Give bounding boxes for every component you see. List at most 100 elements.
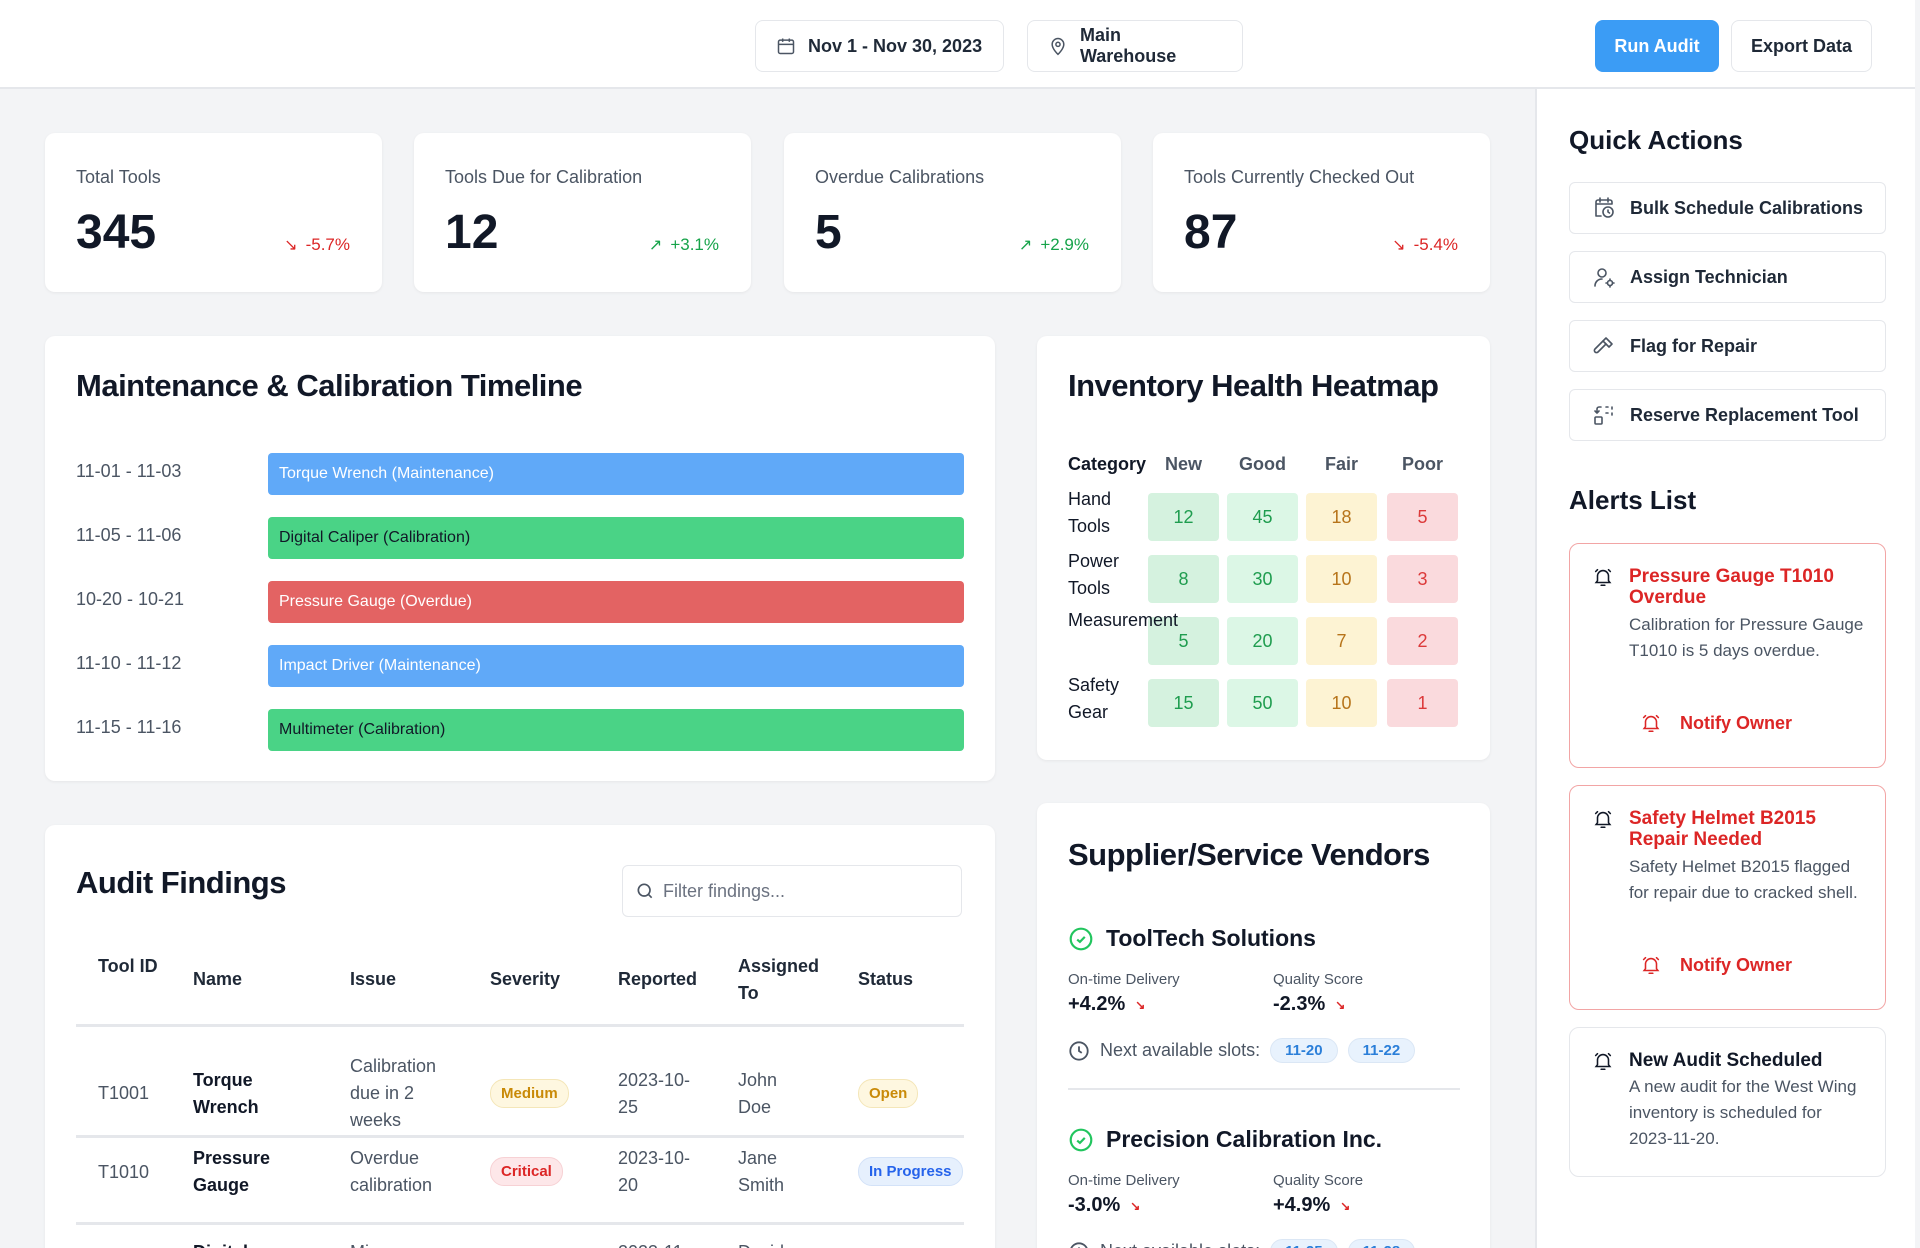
heatmap-column-header: Good — [1227, 454, 1298, 475]
heatmap-cell[interactable]: 5 — [1387, 493, 1458, 541]
cell-assigned: David — [738, 1239, 798, 1248]
next-available-slots: Next available slots: 11-20 11-22 — [1068, 1038, 1415, 1063]
heatmap-cell[interactable]: 3 — [1387, 555, 1458, 603]
heatmap-cell[interactable]: 7 — [1306, 617, 1377, 665]
cell-issue: Misa — [350, 1239, 460, 1248]
table-column-header[interactable]: Severity — [490, 966, 590, 993]
arrow-down-right-icon: ↘ — [1130, 1199, 1140, 1213]
table-column-header[interactable]: Status — [858, 966, 968, 993]
filter-findings-input[interactable]: Filter findings... — [622, 865, 962, 917]
quick-action-button[interactable]: Assign Technician — [1569, 251, 1886, 303]
ontime-delivery-label: On-time Delivery — [1068, 1172, 1180, 1189]
heatmap-category-header: Category — [1068, 454, 1146, 475]
slot-chip[interactable]: 11-20 — [1270, 1038, 1338, 1063]
heatmap-cell[interactable]: 10 — [1306, 555, 1377, 603]
timeline-dates: 11-05 - 11-06 — [76, 525, 181, 546]
alert-item: Pressure Gauge T1010 Overdue Calibration … — [1569, 543, 1886, 768]
table-column-header[interactable]: Issue — [350, 966, 460, 993]
heatmap-cell[interactable]: 45 — [1227, 493, 1298, 541]
slot-chip[interactable]: 11-22 — [1348, 1038, 1416, 1063]
kpi-card: Tools Due for Calibration 12 ↗ +3.1% — [414, 133, 751, 292]
slot-chip[interactable]: 11-28 — [1348, 1239, 1416, 1248]
quick-action-label: Reserve Replacement Tool — [1630, 405, 1859, 426]
cell-name: Torque Wrench — [193, 1067, 283, 1121]
heatmap-cell[interactable]: 8 — [1148, 555, 1219, 603]
heatmap-cell[interactable]: 1 — [1387, 679, 1458, 727]
run-audit-button[interactable]: Run Audit — [1595, 20, 1719, 72]
cell-reported: 2023-10-25 — [618, 1067, 703, 1121]
heatmap-row-label: Power Tools — [1068, 548, 1138, 602]
heatmap-cell[interactable]: 30 — [1227, 555, 1298, 603]
date-range-picker[interactable]: Nov 1 - Nov 30, 2023 — [755, 20, 1004, 72]
vendor-name[interactable]: ToolTech Solutions — [1068, 925, 1316, 952]
heatmap-row-label: Measurement — [1068, 607, 1208, 634]
quick-action-button[interactable]: Bulk Schedule Calibrations — [1569, 182, 1886, 234]
notify-owner-label: Notify Owner — [1680, 955, 1792, 976]
kpi-delta-value: -5.7% — [306, 235, 350, 255]
heatmap-column-header: Fair — [1306, 454, 1377, 475]
kpi-delta: ↗ +2.9% — [1019, 235, 1089, 255]
quick-action-label: Assign Technician — [1630, 267, 1788, 288]
timeline-bar[interactable]: Multimeter (Calibration) — [268, 709, 964, 751]
kpi-value: 5 — [815, 205, 842, 260]
cell-id: T1001 — [98, 1080, 168, 1107]
filter-placeholder: Filter findings... — [663, 881, 785, 902]
metric-text: -3.0% — [1068, 1194, 1120, 1217]
notify-owner-button[interactable]: Notify Owner — [1640, 712, 1792, 734]
alert-title: New Audit Scheduled — [1629, 1050, 1859, 1071]
timeline-bar[interactable]: Impact Driver (Maintenance) — [268, 645, 964, 687]
heatmap-cell[interactable]: 15 — [1148, 679, 1219, 727]
kpi-card: Overdue Calibrations 5 ↗ +2.9% — [784, 133, 1121, 292]
cell-assigned: Jane Smith — [738, 1145, 798, 1199]
cell-name: Pressure Gauge — [193, 1145, 283, 1199]
kpi-value: 12 — [445, 205, 498, 260]
ontime-delivery-label: On-time Delivery — [1068, 971, 1180, 988]
table-column-header[interactable]: Name — [193, 966, 313, 993]
date-range-label: Nov 1 - Nov 30, 2023 — [808, 36, 982, 57]
kpi-delta: ↘ -5.7% — [284, 235, 350, 255]
table-column-header[interactable]: Assigned To — [738, 953, 828, 1007]
location-selector[interactable]: Main Warehouse — [1027, 20, 1243, 72]
audit-findings-title: Audit Findings — [76, 865, 286, 901]
kpi-delta: ↘ -5.4% — [1392, 235, 1458, 255]
cell-name: Digital — [193, 1239, 283, 1248]
alert-body: A new audit for the West Wing inventory … — [1629, 1074, 1869, 1152]
table-column-header[interactable]: Reported — [618, 966, 718, 993]
notify-owner-button[interactable]: Notify Owner — [1640, 954, 1792, 976]
bell-ring-icon — [1640, 954, 1662, 976]
timeline-card: Maintenance & Calibration Timeline 11-01… — [45, 336, 995, 781]
heatmap-cell[interactable]: 18 — [1306, 493, 1377, 541]
kpi-delta: ↗ +3.1% — [649, 235, 719, 255]
clock-icon — [1068, 1241, 1090, 1248]
timeline-bar[interactable]: Pressure Gauge (Overdue) — [268, 581, 964, 623]
cell-reported: 2023-11- — [618, 1239, 703, 1248]
cell-assigned: John Doe — [738, 1067, 798, 1121]
timeline-row: 11-15 - 11-16 Multimeter (Calibration) — [76, 709, 964, 751]
slot-chip[interactable]: 11-25 — [1270, 1239, 1338, 1248]
heatmap-cell[interactable]: 10 — [1306, 679, 1377, 727]
alert-title: Pressure Gauge T1010 Overdue — [1629, 566, 1859, 608]
timeline-bar[interactable]: Digital Caliper (Calibration) — [268, 517, 964, 559]
table-column-header[interactable]: Tool ID — [98, 953, 158, 980]
replace-icon — [1592, 403, 1616, 427]
heatmap-cell[interactable]: 20 — [1227, 617, 1298, 665]
check-circle-icon — [1068, 926, 1094, 952]
heatmap-cell[interactable]: 2 — [1387, 617, 1458, 665]
arrow-down-right-icon: ↘ — [1335, 998, 1345, 1012]
severity-badge: Critical — [490, 1157, 563, 1186]
quick-action-button[interactable]: Flag for Repair — [1569, 320, 1886, 372]
vendor-name[interactable]: Precision Calibration Inc. — [1068, 1126, 1382, 1153]
heatmap-row-label: Safety Gear — [1068, 672, 1138, 726]
heatmap-cell[interactable]: 12 — [1148, 493, 1219, 541]
kpi-value: 87 — [1184, 205, 1237, 260]
slots-label: Next available slots: — [1100, 1040, 1260, 1061]
export-data-button[interactable]: Export Data — [1731, 20, 1872, 72]
vendor-name-text: ToolTech Solutions — [1106, 925, 1316, 952]
cell-issue: Calibration due in 2 weeks — [350, 1053, 450, 1134]
vendor-ontime-value: -3.0% ↘ — [1068, 1194, 1140, 1217]
kpi-label: Tools Due for Calibration — [445, 167, 642, 188]
timeline-bar[interactable]: Torque Wrench (Maintenance) — [268, 453, 964, 495]
quick-action-button[interactable]: Reserve Replacement Tool — [1569, 389, 1886, 441]
heatmap-cell[interactable]: 50 — [1227, 679, 1298, 727]
audit-findings-card: Audit Findings Filter findings... Tool I… — [45, 825, 995, 1248]
